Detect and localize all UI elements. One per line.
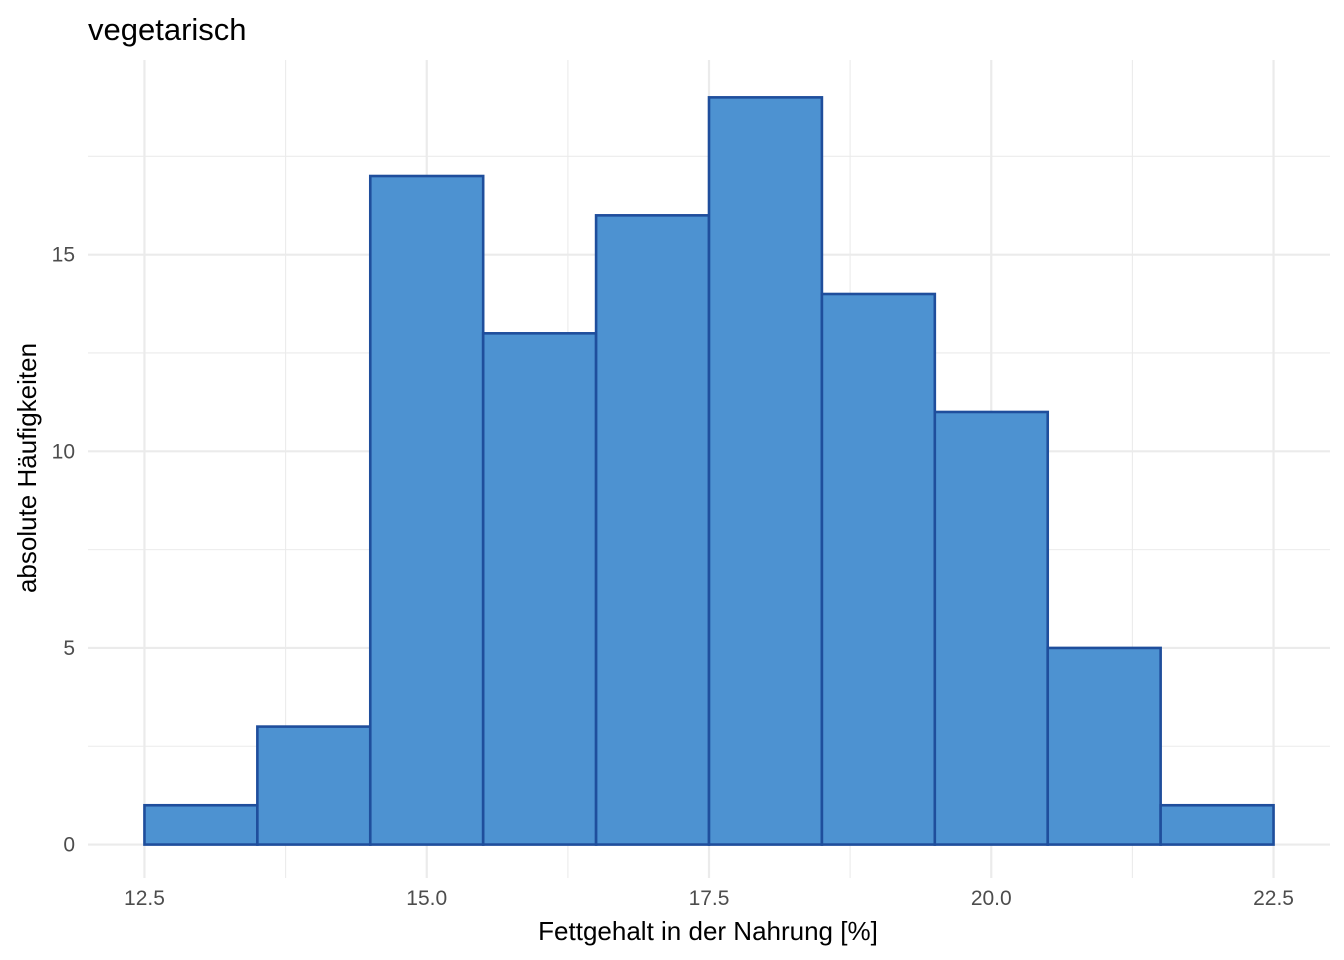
histogram-bar xyxy=(1159,803,1275,846)
y-tick-label: 0 xyxy=(63,834,75,857)
histogram-bar xyxy=(594,214,711,846)
x-axis-ticks: 12.5 15.0 17.5 20.0 22.5 xyxy=(124,887,1294,910)
y-tick-label: 5 xyxy=(63,637,75,660)
histogram-bar xyxy=(368,174,485,846)
y-axis-ticks: 0 5 10 15 xyxy=(52,244,75,857)
x-tick-label: 20.0 xyxy=(971,887,1012,910)
histogram-bar xyxy=(820,292,937,846)
bars xyxy=(143,96,1275,846)
histogram-bar xyxy=(707,96,824,846)
x-axis-title: Fettgehalt in der Nahrung [%] xyxy=(538,916,878,946)
histogram-bar xyxy=(143,803,259,846)
chart-title: vegetarisch xyxy=(88,12,247,47)
histogram-bar xyxy=(933,410,1050,846)
histogram-bar xyxy=(481,332,598,846)
x-tick-label: 17.5 xyxy=(689,887,730,910)
histogram-bar xyxy=(256,725,372,846)
y-tick-label: 15 xyxy=(52,244,75,267)
x-tick-label: 15.0 xyxy=(406,887,447,910)
histogram-bar xyxy=(1046,646,1162,846)
x-tick-label: 12.5 xyxy=(124,887,165,910)
y-axis-title: absolute Häufigkeiten xyxy=(12,343,42,593)
x-tick-label: 22.5 xyxy=(1253,887,1294,910)
y-tick-label: 10 xyxy=(52,440,75,463)
